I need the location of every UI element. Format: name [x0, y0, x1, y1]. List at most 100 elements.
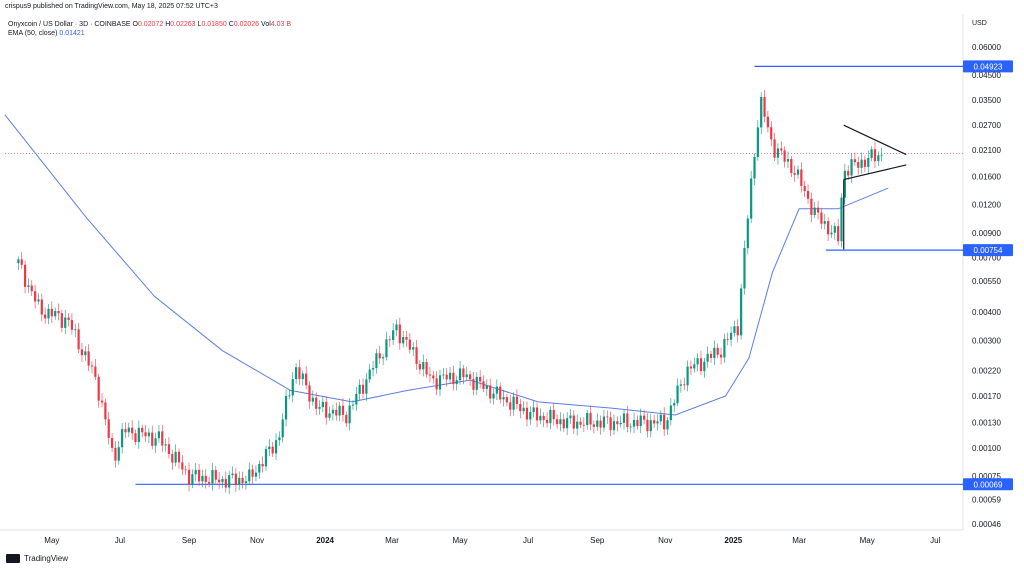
y-tick-label: 0.02100 [972, 146, 1001, 155]
candle-body [311, 397, 314, 402]
candle-body [586, 412, 589, 425]
candle-body [806, 191, 810, 199]
candle-body [860, 159, 863, 168]
candle-body [622, 413, 626, 423]
candle-body [733, 326, 736, 333]
candle-body [545, 419, 549, 424]
candle-body [465, 374, 468, 378]
candle-body [278, 437, 281, 441]
candle-body [167, 444, 171, 455]
candle-body [368, 369, 371, 380]
candle-body [576, 421, 579, 429]
candle-body [729, 332, 733, 340]
candle-body [847, 170, 850, 176]
candle-body [23, 264, 27, 287]
candle-body [435, 378, 438, 390]
candle-body [385, 339, 388, 358]
x-tick-label: 2025 [724, 536, 742, 545]
candle-body [619, 422, 622, 425]
candle-body [602, 416, 606, 428]
x-tick-label: Jul [930, 536, 940, 545]
candle-body [853, 159, 856, 163]
y-tick-label: 0.00700 [972, 253, 1001, 262]
candle-body [472, 379, 475, 390]
candle-body [448, 372, 452, 380]
y-tick-label: 0.00046 [972, 520, 1001, 529]
candle-body [358, 384, 361, 394]
candle-body [525, 407, 529, 420]
candle-body [284, 395, 288, 420]
candle-body [100, 400, 104, 403]
candle-body [221, 478, 224, 483]
candle-body [335, 409, 338, 416]
candle-body [686, 366, 689, 386]
candle-body [60, 313, 63, 328]
candle-body [813, 207, 816, 215]
candle-body [295, 367, 298, 380]
candle-body [288, 395, 291, 397]
candle-body [719, 354, 723, 358]
y-tick-label: 0.01600 [972, 172, 1001, 181]
y-tick-label: 0.00075 [972, 472, 1001, 481]
candle-body [428, 374, 432, 376]
candle-body [589, 412, 592, 425]
symbol-title: Onyxcoin / US Dollar · 3D · COINBASE [8, 21, 131, 28]
y-tick-label: 0.00100 [972, 444, 1001, 453]
candle-body [34, 291, 37, 302]
candle-body [174, 451, 177, 463]
candle-body [816, 207, 820, 213]
y-tick-label: 0.00400 [972, 308, 1001, 317]
candle-body [549, 409, 552, 424]
candle-body [616, 421, 619, 425]
volume-label: Vol [261, 21, 271, 28]
candle-body [201, 475, 204, 482]
candle-body [555, 419, 559, 425]
x-tick-label: Jul [523, 536, 533, 545]
candle-body [770, 127, 773, 140]
candle-body [47, 308, 50, 319]
candle-body [151, 432, 154, 446]
candle-body [291, 379, 294, 396]
candle-body [666, 420, 669, 430]
candle-body [663, 414, 666, 430]
candle-body [80, 349, 84, 356]
candle-body [713, 347, 716, 358]
candle-body [743, 248, 746, 289]
candle-body [228, 475, 231, 488]
candle-body [499, 386, 502, 400]
candle-body [258, 463, 261, 473]
level-price-tag [963, 244, 1013, 257]
candle-body [572, 415, 575, 429]
candle-body [57, 311, 60, 314]
candle-body [468, 374, 472, 380]
candle-body [392, 330, 395, 341]
candle-body [455, 380, 458, 385]
candle-body [505, 397, 509, 403]
candle-body [632, 419, 636, 427]
candle-body [760, 96, 763, 128]
candle-body [636, 419, 639, 427]
candle-body [77, 329, 80, 350]
candle-body [756, 127, 759, 158]
candle-body [328, 413, 331, 418]
candle-body [157, 431, 161, 439]
candle-body [361, 384, 365, 394]
candle-body [97, 376, 100, 401]
candle-body [301, 373, 304, 380]
level-price-tag [963, 60, 1013, 73]
candle-body [341, 405, 345, 415]
candle-body [592, 424, 595, 427]
candle-body [371, 368, 375, 370]
candle-body [438, 375, 442, 390]
x-tick-label: Sep [182, 536, 197, 545]
candle-body [345, 414, 348, 424]
candle-body [161, 431, 164, 446]
candle-body [70, 320, 74, 330]
candle-body [375, 353, 378, 369]
candle-body [800, 169, 803, 187]
candle-body [261, 463, 264, 467]
candle-body [793, 172, 796, 175]
candle-body [736, 326, 739, 336]
candle-body [612, 421, 616, 431]
